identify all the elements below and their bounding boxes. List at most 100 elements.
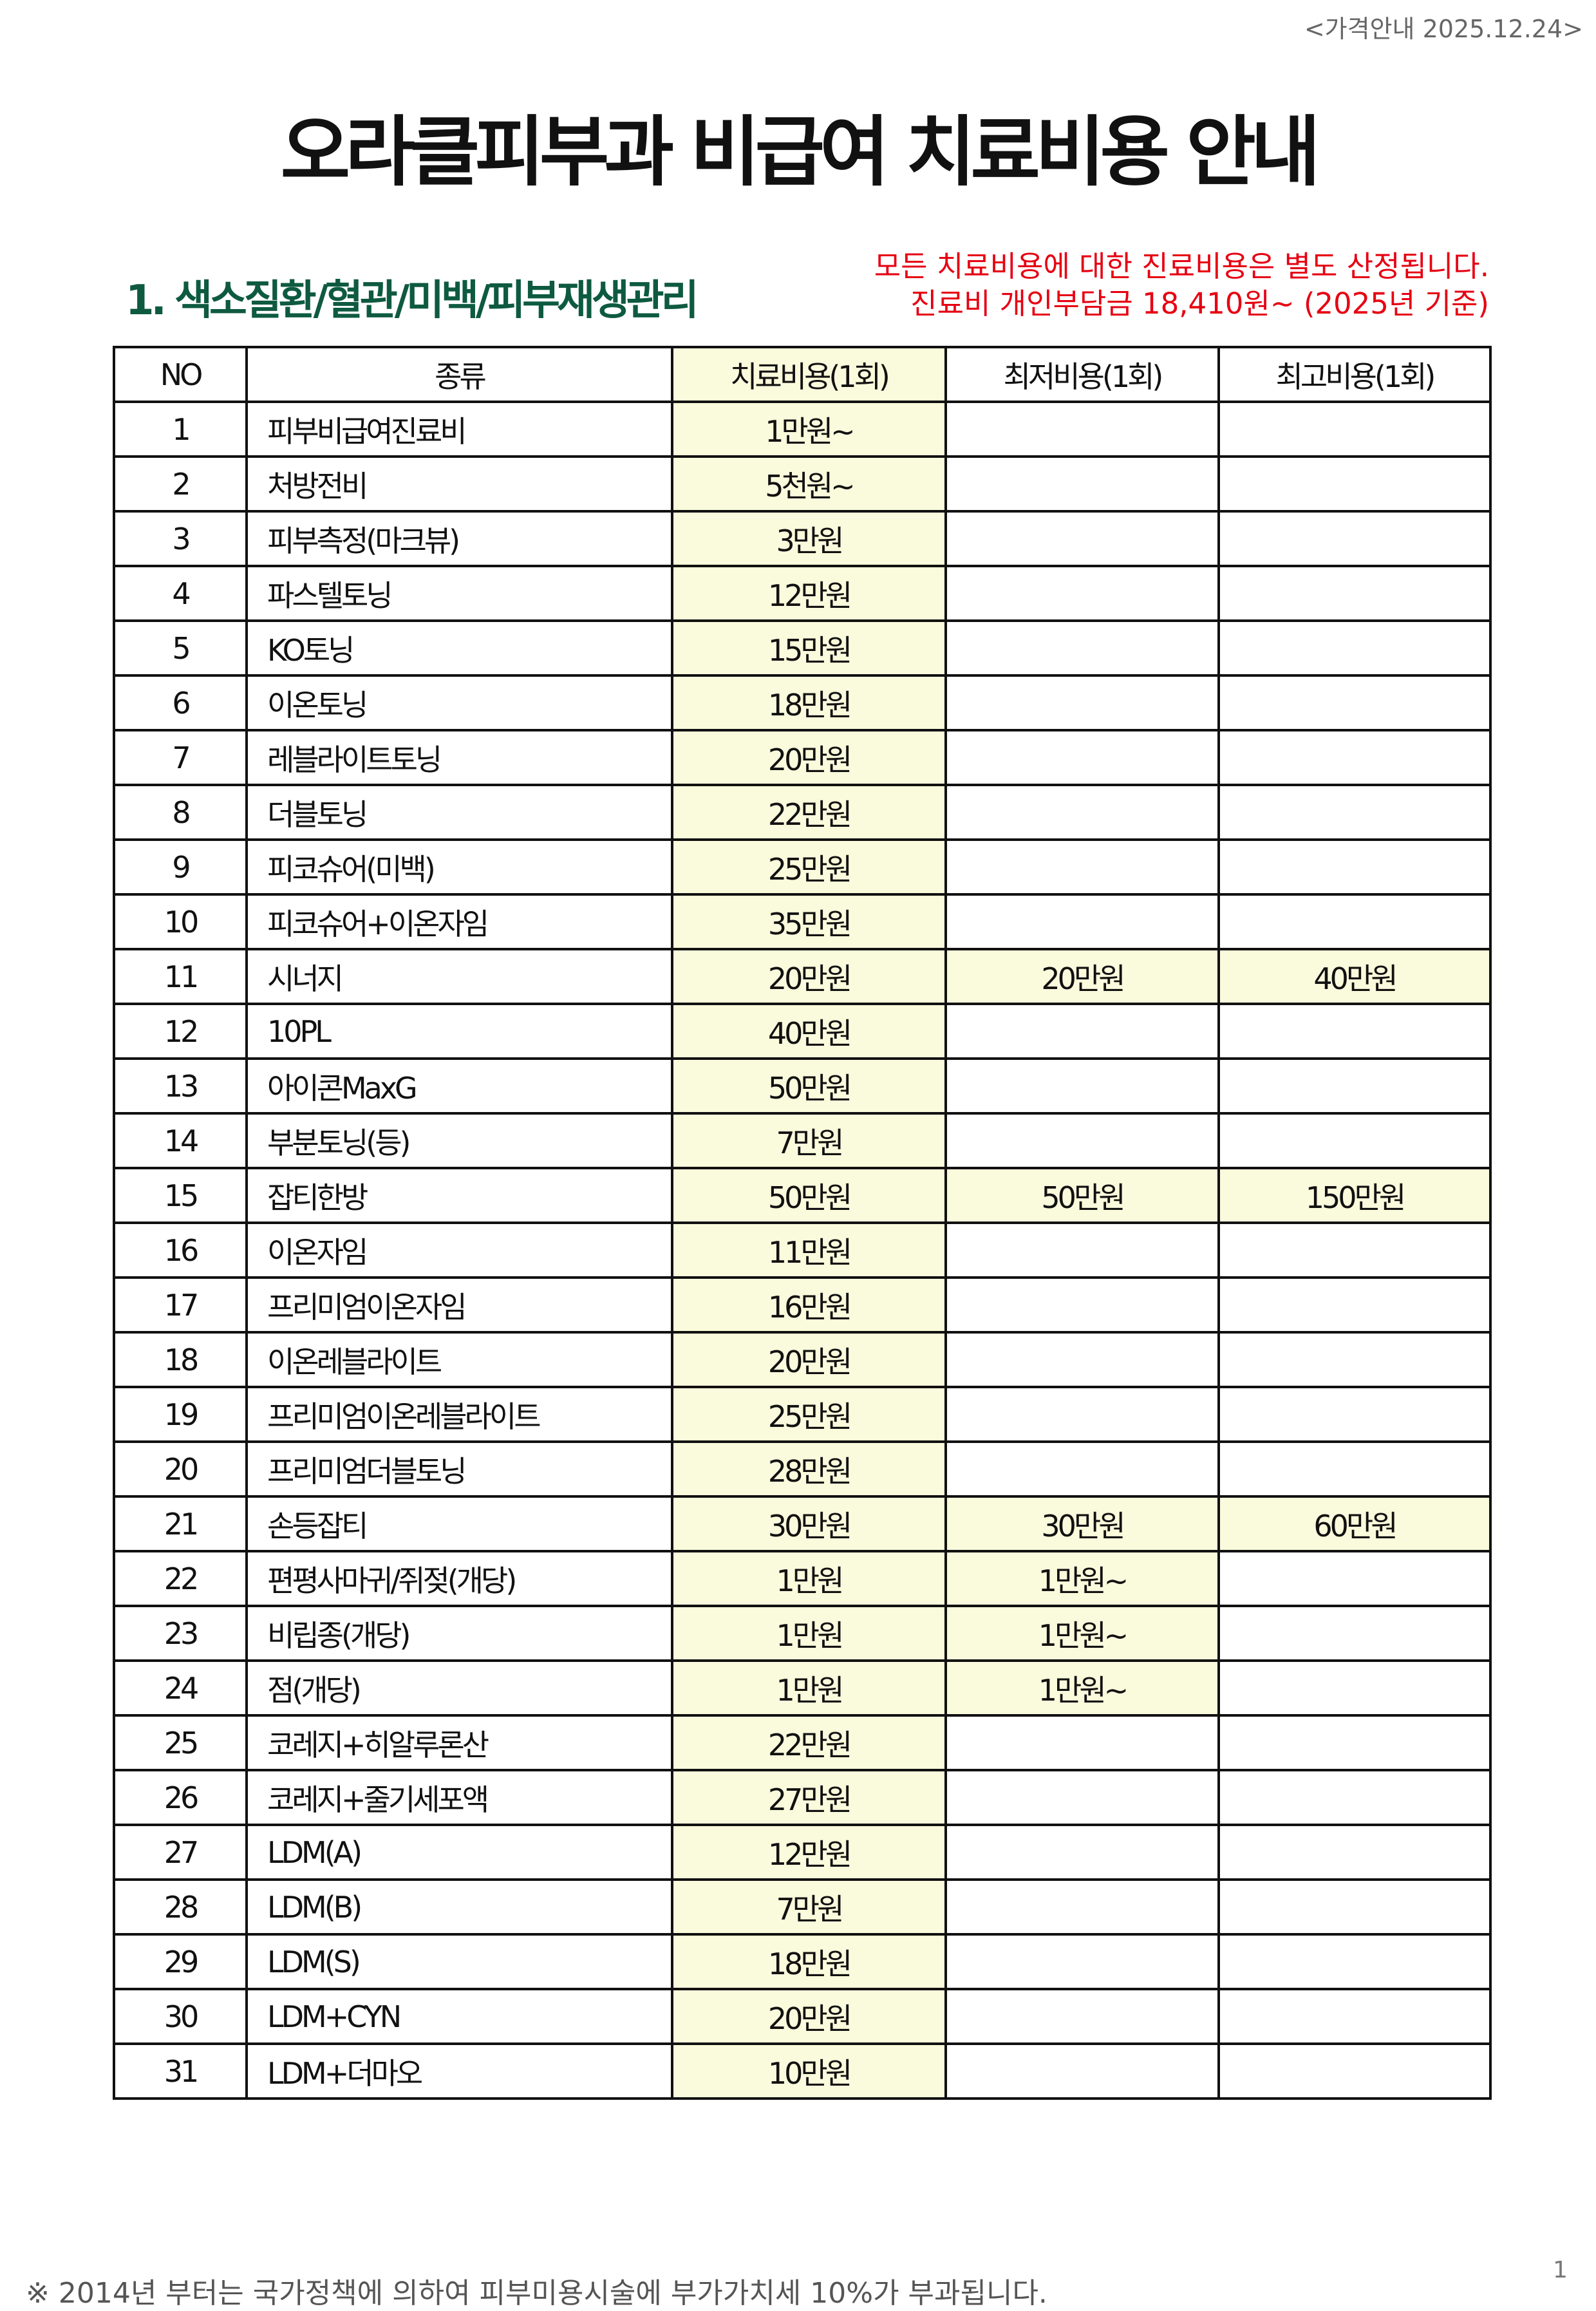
row-number: 12 [113,1003,248,1060]
max-cost [1217,565,1492,622]
treatment-cost: 22만원 [671,1714,947,1771]
treatment-name: LDM(S) [245,1933,673,1990]
column-header: NO [113,346,248,403]
treatment-name: 코레지+줄기세포액 [245,1769,673,1826]
treatment-cost: 10만원 [671,2042,947,2100]
treatment-cost: 27만원 [671,1769,947,1826]
max-cost [1217,619,1492,677]
min-cost [944,455,1220,513]
row-number: 26 [113,1769,248,1826]
min-cost: 30만원 [944,1495,1220,1552]
max-cost [1217,1331,1492,1388]
table-row: 6 이온토닝 18만원 [113,674,1492,731]
max-cost: 60만원 [1217,1495,1492,1552]
vat-footnote: ※ 2014년 부터는 국가정책에 의하여 피부미용시술에 부가가치세 10%가… [26,2277,1047,2310]
row-number: 29 [113,1933,248,1990]
table-row: 24 점(개당) 1만원 1만원~ [113,1659,1492,1717]
row-number: 8 [113,784,248,841]
treatment-cost: 11만원 [671,1222,947,1279]
table-row: 2 처방전비 5천원~ [113,455,1492,513]
min-cost [944,674,1220,731]
treatment-cost: 22만원 [671,784,947,841]
min-cost [944,784,1220,841]
table-row: 16 이온자임 11만원 [113,1222,1492,1279]
row-number: 14 [113,1112,248,1169]
treatment-name: 이온레블라이트 [245,1331,673,1388]
min-cost [944,1878,1220,1936]
min-cost [944,1112,1220,1169]
treatment-cost: 18만원 [671,674,947,731]
min-cost: 1만원~ [944,1550,1220,1607]
treatment-cost: 35만원 [671,893,947,950]
treatment-cost: 20만원 [671,729,947,786]
min-cost [944,838,1220,896]
table-row: 1 피부비급여진료비 1만원~ [113,401,1492,458]
min-cost [944,1331,1220,1388]
max-cost [1217,1878,1492,1936]
row-number: 24 [113,1659,248,1717]
treatment-cost: 12만원 [671,565,947,622]
treatment-cost: 12만원 [671,1824,947,1881]
treatment-name: 피부비급여진료비 [245,401,673,458]
table-row: 3 피부측정(마크뷰) 3만원 [113,510,1492,567]
min-cost [944,1003,1220,1060]
column-header: 최저비용(1회) [944,346,1220,403]
table-row: 13 아이콘MaxG 50만원 [113,1057,1492,1115]
row-number: 17 [113,1276,248,1334]
treatment-name: 편평사마귀/쥐젖(개당) [245,1550,673,1607]
row-number: 31 [113,2042,248,2100]
max-cost [1217,1659,1492,1717]
table-row: 14 부분토닝(등) 7만원 [113,1112,1492,1169]
treatment-name: LDM+더마오 [245,2042,673,2100]
treatment-name: LDM(A) [245,1824,673,1881]
max-cost [1217,729,1492,786]
max-cost [1217,1933,1492,1990]
row-number: 5 [113,619,248,677]
table-row: 15 잡티한방 50만원 50만원 150만원 [113,1167,1492,1224]
treatment-cost: 40만원 [671,1003,947,1060]
min-cost [944,893,1220,950]
row-number: 10 [113,893,248,950]
max-cost [1217,1386,1492,1443]
treatment-cost: 1만원~ [671,401,947,458]
treatment-name: 프리미엄이온레블라이트 [245,1386,673,1443]
table-row: 25 코레지+히알루론산 22만원 [113,1714,1492,1771]
treatment-name: 이온토닝 [245,674,673,731]
table-row: 30 LDM+CYN 20만원 [113,1988,1492,2045]
table-row: 17 프리미엄이온자임 16만원 [113,1276,1492,1334]
treatment-name: 손등잡티 [245,1495,673,1552]
treatment-cost: 3만원 [671,510,947,567]
notice: 모든 치료비용에 대한 진료비용은 별도 산정됩니다. 진료비 개인부담금 18… [874,248,1489,323]
page-number: 1 [1553,2257,1568,2283]
max-cost [1217,784,1492,841]
treatment-name: KO토닝 [245,619,673,677]
treatment-name: 잡티한방 [245,1167,673,1224]
row-number: 28 [113,1878,248,1936]
treatment-cost: 1만원 [671,1550,947,1607]
treatment-name: 파스텔토닝 [245,565,673,622]
max-cost [1217,1714,1492,1771]
max-cost [1217,838,1492,896]
treatment-cost: 7만원 [671,1878,947,1936]
treatment-cost: 20만원 [671,948,947,1005]
row-number: 18 [113,1331,248,1388]
treatment-cost: 50만원 [671,1057,947,1115]
treatment-name: 부분토닝(등) [245,1112,673,1169]
table-row: 29 LDM(S) 18만원 [113,1933,1492,1990]
price-info-date: <가격안내 2025.12.24> [1304,15,1583,43]
min-cost [944,1386,1220,1443]
treatment-name: 코레지+히알루론산 [245,1714,673,1771]
treatment-name: 피코슈어(미백) [245,838,673,896]
treatment-name: LDM+CYN [245,1988,673,2045]
row-number: 30 [113,1988,248,2045]
min-cost [944,1440,1220,1498]
row-number: 9 [113,838,248,896]
treatment-name: 이온자임 [245,1222,673,1279]
table-row: 8 더블토닝 22만원 [113,784,1492,841]
min-cost [944,1714,1220,1771]
table-header-row: NO 종류 치료비용(1회) 최저비용(1회) 최고비용(1회) [113,346,1492,403]
min-cost [944,1276,1220,1334]
treatment-cost: 25만원 [671,838,947,896]
max-cost [1217,1824,1492,1881]
treatment-name: 10PL [245,1003,673,1060]
